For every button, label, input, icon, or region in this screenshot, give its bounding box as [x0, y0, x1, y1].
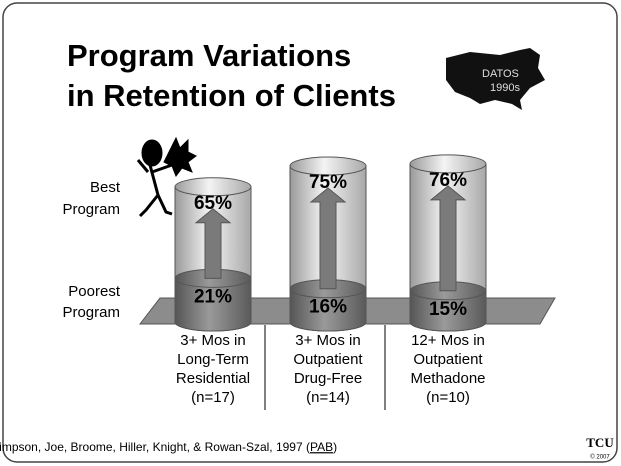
- citation: Simpson, Joe, Broome, Hiller, Knight, & …: [0, 440, 310, 454]
- cylinder-top: [174, 177, 252, 197]
- cylinder-body: [289, 288, 367, 332]
- x-tick-label: Outpatient: [413, 351, 483, 368]
- x-tick-label: (n=10): [426, 389, 470, 406]
- logo-year: © 2007: [590, 454, 610, 461]
- x-tick-label: 3+ Mos in: [295, 332, 360, 349]
- value-label: 15%: [429, 299, 467, 320]
- logo: TCU: [586, 435, 614, 450]
- citation-text: Simpson, Joe, Broome, Hiller, Knight, & …: [0, 440, 310, 454]
- x-tick-label: Drug-Free: [294, 370, 362, 387]
- legend-label: Poorest: [68, 283, 121, 300]
- value-label: 75%: [309, 172, 347, 193]
- value-label: 65%: [194, 193, 232, 214]
- citation-link[interactable]: PAB: [310, 440, 333, 454]
- x-tick-label: Long-Term: [177, 351, 249, 368]
- value-label: 16%: [309, 297, 347, 318]
- x-tick-label: 12+ Mos in: [411, 332, 485, 349]
- stick-figure: [136, 136, 197, 218]
- x-tick-label: Methadone: [410, 370, 485, 387]
- x-tick-label: Residential: [176, 370, 250, 387]
- badge-text: 1990s: [490, 82, 520, 94]
- cylinder-body: [409, 290, 487, 332]
- cylinder-body: [174, 277, 252, 332]
- title-line: in Retention of Clients: [67, 78, 396, 113]
- us-map: [446, 48, 545, 110]
- value-label: 21%: [194, 286, 232, 307]
- value-label: 76%: [429, 170, 467, 191]
- x-tick-label: (n=17): [191, 389, 235, 406]
- cylinder-top: [409, 154, 487, 174]
- citation-end: ): [333, 440, 337, 454]
- x-tick-label: (n=14): [306, 389, 350, 406]
- arrow: [309, 187, 347, 290]
- cylinder-top: [289, 156, 367, 176]
- legend-label: Best: [90, 179, 121, 196]
- x-tick-label: 3+ Mos in: [180, 332, 245, 349]
- legend-label: Program: [62, 201, 120, 218]
- arrow: [429, 185, 467, 292]
- title-line: Program Variations: [67, 38, 351, 73]
- arrow: [194, 208, 232, 279]
- legend-label: Program: [62, 304, 120, 321]
- x-tick-label: Outpatient: [293, 351, 363, 368]
- badge-text: DATOS: [482, 68, 519, 80]
